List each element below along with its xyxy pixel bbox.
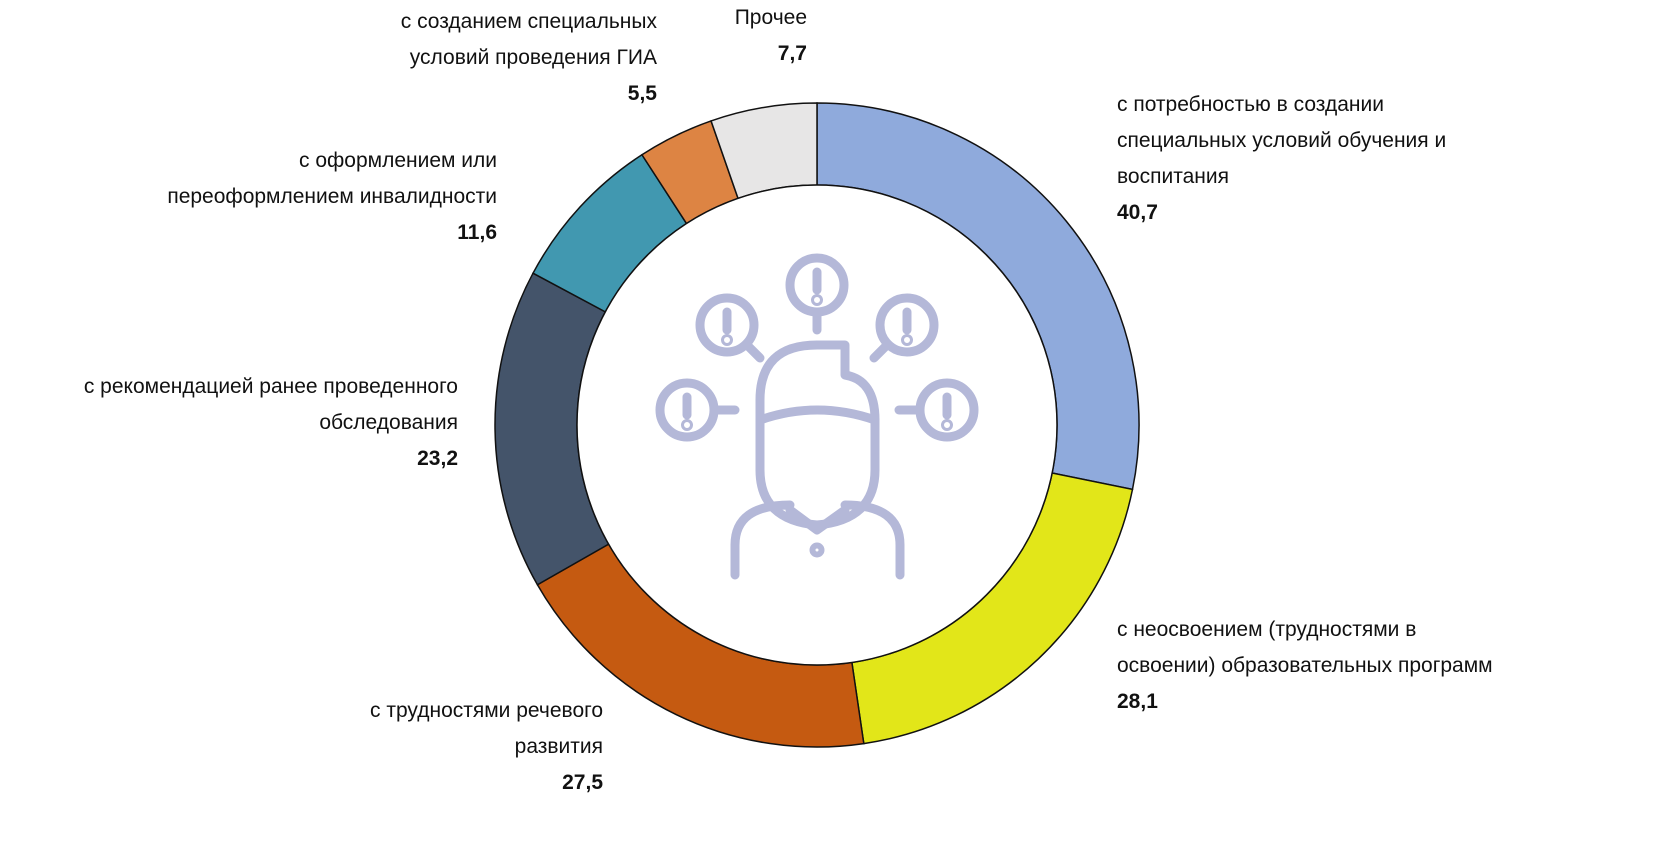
value-label: 23,2 bbox=[417, 447, 458, 470]
label-line: освоении) образовательных программ bbox=[1117, 654, 1493, 677]
value-label: 7,7 bbox=[777, 42, 807, 65]
center-icon bbox=[655, 253, 979, 580]
value-label: 28,1 bbox=[1117, 690, 1158, 713]
label-line: развития bbox=[514, 735, 603, 758]
value-label: 27,5 bbox=[562, 771, 603, 794]
label-line: с рекомендацией ранее проведенного bbox=[83, 375, 458, 398]
label-line: с неосвоением (трудностями в bbox=[1117, 618, 1417, 641]
value-label: 11,6 bbox=[457, 221, 497, 244]
label-line: с потребностью в создании bbox=[1117, 93, 1384, 116]
label-line: Прочее bbox=[734, 6, 807, 29]
segment-label: с оформлением или переоформлением инвалид… bbox=[167, 143, 497, 251]
label-line: воспитания bbox=[1117, 165, 1229, 188]
value-label: 40,7 bbox=[1117, 201, 1158, 224]
label-line: с созданием специальных bbox=[400, 10, 657, 33]
segment-label: с неосвоением (трудностями в освоении) об… bbox=[1117, 612, 1493, 720]
label-line: условий проведения ГИА bbox=[409, 46, 657, 69]
segment-label: Прочее 7,7 bbox=[735, 0, 807, 72]
label-line: специальных условий обучения и bbox=[1117, 129, 1447, 152]
segment-label: с потребностью в создании специальных усл… bbox=[1117, 87, 1446, 231]
label-line: обследования bbox=[319, 411, 458, 434]
segment-label: с рекомендацией ранее проведенного обслед… bbox=[84, 369, 458, 477]
label-line: переоформлением инвалидности bbox=[167, 185, 497, 208]
label-line: с трудностями речевого bbox=[370, 699, 603, 722]
segment-label: с трудностями речевого развития 27,5 bbox=[370, 693, 603, 801]
segment-label: с созданием специальных условий проведени… bbox=[401, 4, 657, 112]
label-line: с оформлением или bbox=[298, 149, 497, 172]
value-label: 5,5 bbox=[627, 82, 657, 105]
donut-hole bbox=[576, 184, 1058, 666]
